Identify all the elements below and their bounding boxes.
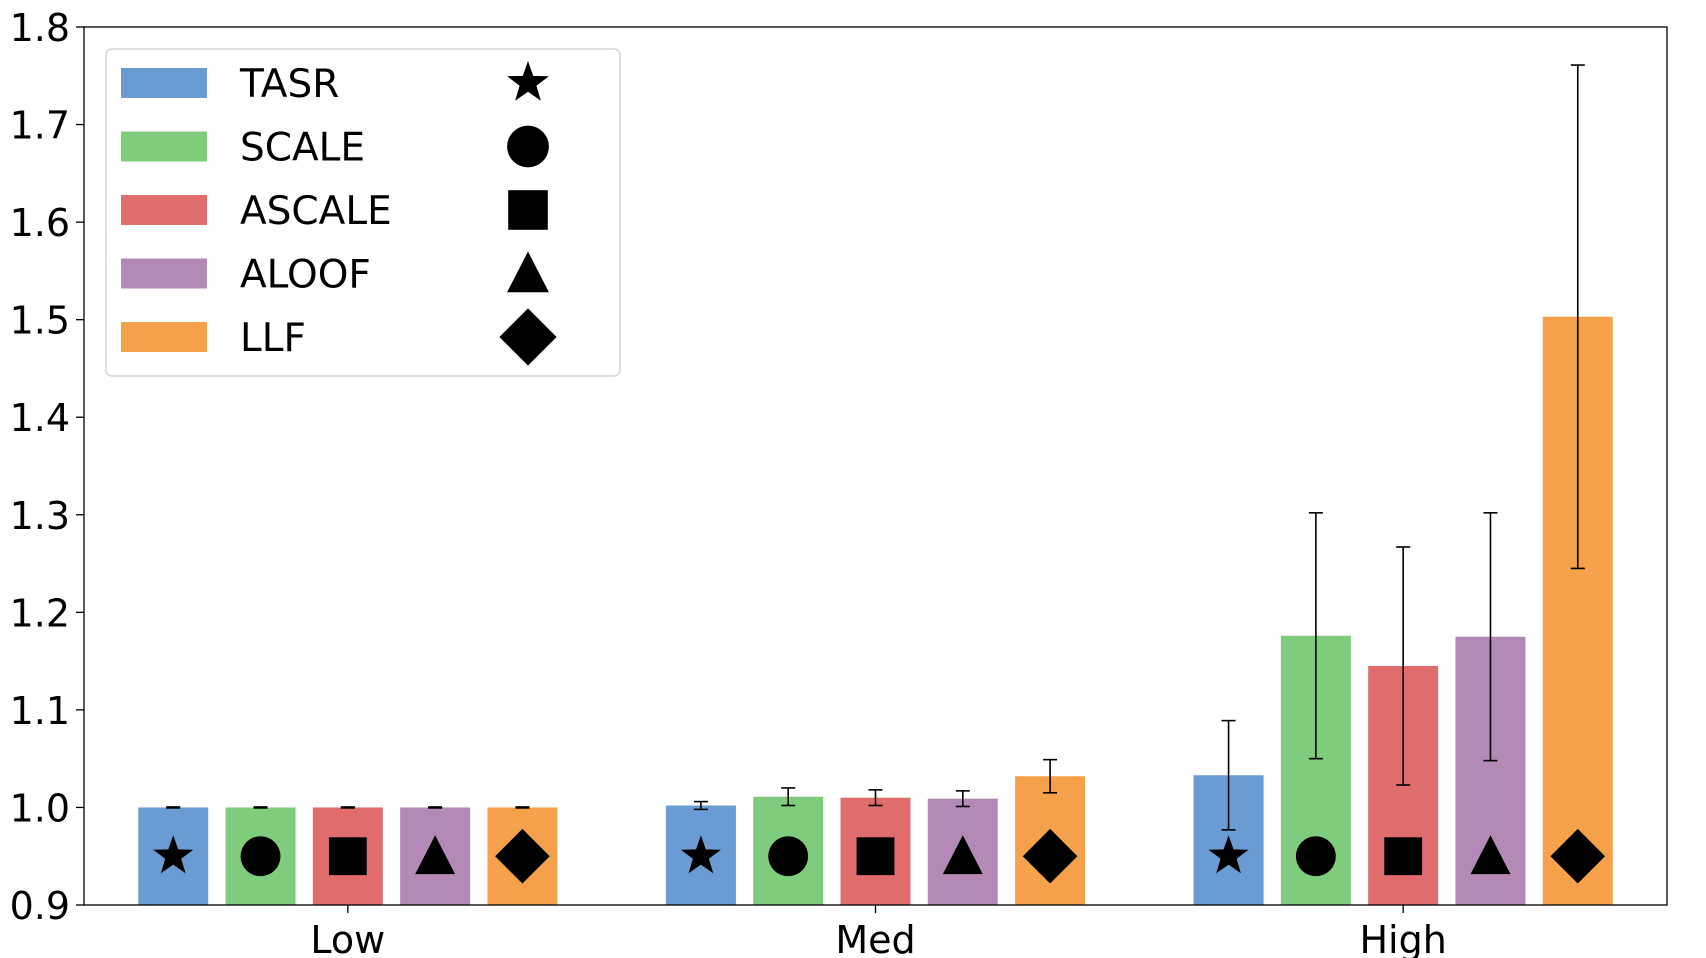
legend: TASR SCALE ASCALE ALOOF LLF xyxy=(105,48,621,377)
legend-item-llf: LLF xyxy=(121,308,557,366)
x-tick-label: High xyxy=(1359,918,1446,958)
legend-swatch xyxy=(121,195,207,225)
marker-star-tasr-high xyxy=(1208,835,1249,874)
legend-label: ALOOF xyxy=(240,253,371,298)
error-bar-tasr-high xyxy=(1221,719,1236,831)
y-tick-label: 1.6 xyxy=(10,201,70,245)
legend-box xyxy=(105,48,621,377)
legend-swatch xyxy=(121,68,207,98)
y-tick-label: 1.8 xyxy=(10,6,70,50)
legend-item-tasr: TASR xyxy=(121,61,549,107)
error-bar-llf-high xyxy=(1570,64,1585,570)
y-tick-label: 0.9 xyxy=(10,884,70,928)
legend-label: SCALE xyxy=(240,126,365,171)
y-tick-label: 1.5 xyxy=(10,299,70,343)
y-tick-label: 1.2 xyxy=(10,591,70,635)
marker-circle-scale-med xyxy=(768,836,809,877)
legend-label: TASR xyxy=(239,62,339,107)
legend-swatch xyxy=(121,131,207,162)
legend-marker-diamond-icon xyxy=(499,308,557,366)
x-axis: Low Med High xyxy=(310,905,1447,958)
error-bar-scale-low xyxy=(253,806,268,809)
marker-square-ascale-low xyxy=(328,837,367,876)
x-tick-label: Low xyxy=(310,918,385,958)
error-bar-aloof-low xyxy=(428,806,443,809)
error-bar-tasr-low xyxy=(166,806,181,809)
marker-star-tasr-med xyxy=(680,835,721,874)
error-bar-tasr-med xyxy=(693,800,708,811)
legend-marker-square-icon xyxy=(508,190,548,230)
legend-swatch xyxy=(121,258,207,289)
y-tick-label: 1.4 xyxy=(10,396,70,440)
marker-triangle-aloof-high xyxy=(1470,835,1511,875)
marker-square-ascale-med xyxy=(856,837,895,876)
marker-diamond-llf-low xyxy=(495,828,550,884)
bars-layer xyxy=(138,316,1613,905)
y-tick-label: 1.7 xyxy=(10,104,70,148)
y-tick-label: 1.1 xyxy=(10,689,70,733)
error-bar-ascale-low xyxy=(340,806,355,809)
error-bar-scale-med xyxy=(781,787,796,807)
legend-marker-triangle-icon xyxy=(507,251,549,293)
y-axis: 0.9 1.0 1.1 1.2 1.3 1.4 1.5 1.6 1.7 1.8 xyxy=(10,6,84,928)
legend-item-aloof: ALOOF xyxy=(121,251,549,298)
marker-star-tasr-low xyxy=(153,835,194,874)
markers-layer xyxy=(153,828,1606,884)
marker-circle-scale-low xyxy=(240,836,281,877)
error-bar-ascale-high xyxy=(1396,546,1411,786)
error-bar-llf-med xyxy=(1043,758,1058,794)
legend-label: LLF xyxy=(240,316,306,361)
marker-triangle-aloof-low xyxy=(415,835,456,875)
marker-diamond-llf-high xyxy=(1550,828,1606,884)
error-bar-aloof-med xyxy=(955,790,970,808)
y-tick-label: 1.3 xyxy=(10,494,70,538)
error-bars-layer xyxy=(166,64,1585,831)
error-bar-ascale-med xyxy=(868,789,883,807)
error-bar-llf-low xyxy=(515,806,530,809)
marker-circle-scale-high xyxy=(1295,836,1336,877)
marker-triangle-aloof-med xyxy=(942,835,983,875)
legend-item-ascale: ASCALE xyxy=(121,189,548,234)
error-bar-aloof-high xyxy=(1483,512,1498,762)
legend-label: ASCALE xyxy=(240,189,392,234)
marker-diamond-llf-med xyxy=(1022,828,1078,884)
legend-marker-star-icon xyxy=(507,61,549,101)
error-bar-scale-high xyxy=(1308,512,1323,760)
legend-item-scale: SCALE xyxy=(121,126,549,171)
legend-marker-circle-icon xyxy=(507,125,549,168)
y-tick-label: 1.0 xyxy=(10,786,70,830)
x-tick-label: Med xyxy=(835,918,915,958)
legend-swatch xyxy=(121,322,207,352)
marker-square-ascale-high xyxy=(1384,837,1423,876)
